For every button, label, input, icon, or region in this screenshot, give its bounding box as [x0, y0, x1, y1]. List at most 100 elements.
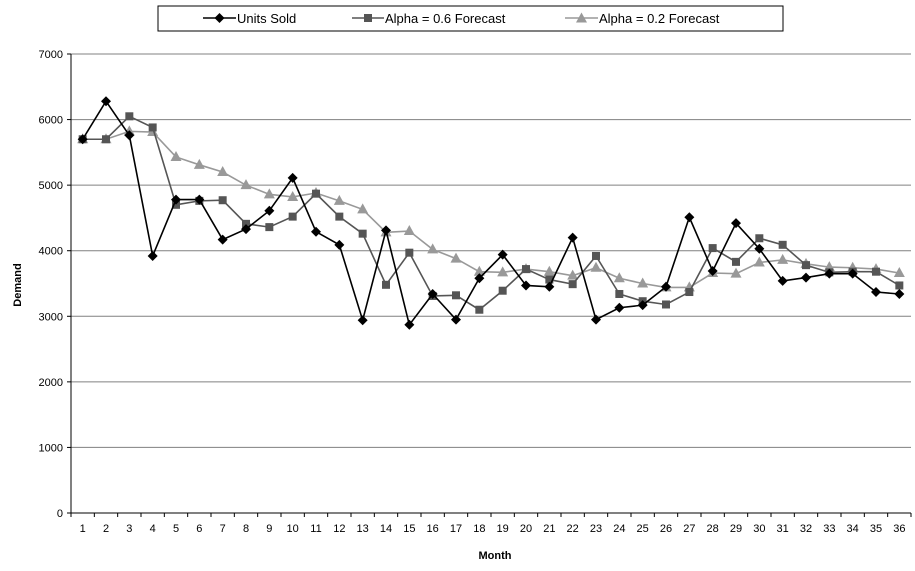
plot-frame [67, 53, 912, 517]
data-point-diamond [381, 225, 391, 236]
data-point-diamond [241, 224, 251, 235]
data-point-diamond [217, 234, 228, 245]
x-tick-label: 19 [497, 523, 509, 535]
x-tick-label: 30 [753, 523, 765, 535]
data-point-diamond [124, 130, 135, 141]
legend-label-units-sold: Units Sold [237, 11, 296, 26]
legend-marker-triangle [576, 12, 587, 23]
data-point-diamond [591, 314, 601, 325]
data-point-triangle [170, 150, 182, 161]
x-tick-label: 18 [473, 523, 485, 535]
x-tick-label: 35 [870, 523, 882, 535]
data-point-square [872, 267, 880, 276]
data-point-square [685, 288, 694, 297]
data-point-diamond [474, 273, 485, 284]
data-point-square [802, 261, 810, 270]
legend-entry-units-sold: Units Sold [203, 11, 296, 26]
data-point-triangle [427, 243, 439, 254]
data-point-square [568, 280, 577, 289]
data-point-diamond [451, 314, 461, 325]
data-point-diamond [637, 300, 648, 311]
legend: Units Sold Alpha = 0.6 Forecast Alpha = … [157, 5, 784, 32]
x-tick-labels: 1 2 3 4 5 6 7 8 9 10 11 12 13 14 15 16 17 18 19 20 21 22 23 24 2… [80, 523, 906, 535]
data-point-diamond [754, 243, 765, 254]
data-point-square [615, 289, 624, 298]
data-point-triangle [193, 158, 205, 169]
y-tick-label: 0 [57, 508, 63, 520]
data-point-triangle [403, 225, 415, 236]
data-point-diamond [567, 232, 578, 243]
legend-label-alpha-02: Alpha = 0.2 Forecast [599, 11, 720, 26]
series-line [82, 115, 900, 311]
data-point-diamond [77, 134, 88, 145]
gridlines [71, 53, 911, 448]
x-tick-label: 21 [543, 523, 555, 535]
data-point-triangle [730, 267, 742, 278]
data-point-triangle [637, 277, 649, 288]
data-point-triangle [777, 253, 789, 264]
data-point-diamond [264, 205, 275, 216]
y-tick-label: 2000 [39, 377, 63, 389]
data-point-diamond [847, 268, 858, 279]
data-point-square [662, 300, 670, 309]
x-tick-label: 17 [450, 523, 462, 535]
data-point-square [288, 212, 297, 221]
data-point-triangle [287, 190, 299, 201]
data-point-square [312, 189, 320, 198]
data-point-diamond [404, 319, 415, 330]
x-tick-label: 5 [173, 523, 179, 535]
legend-box [157, 5, 784, 32]
data-point-triangle [497, 266, 509, 277]
series-line [81, 99, 900, 327]
data-point-square [778, 240, 787, 249]
data-point-diamond [614, 302, 625, 313]
data-point-square [895, 281, 904, 290]
series-alpha-0-6-forecast [78, 112, 904, 314]
x-tick-label: 15 [403, 523, 415, 535]
x-tick-label: 32 [800, 523, 812, 535]
y-tick-label: 7000 [39, 49, 63, 61]
data-point-triangle [333, 194, 345, 205]
data-point-triangle [473, 265, 485, 276]
x-tick-label: 1 [80, 523, 86, 535]
x-tick-label: 4 [150, 523, 156, 535]
x-tick-label: 36 [893, 523, 905, 535]
data-point-square [242, 219, 250, 228]
x-tick-label: 34 [847, 523, 859, 535]
data-point-square [218, 196, 227, 205]
data-point-triangle [217, 166, 229, 177]
data-point-triangle [263, 188, 275, 199]
x-tick-label: 22 [567, 523, 579, 535]
x-tick-label: 7 [220, 523, 226, 535]
data-point-square [102, 135, 110, 144]
data-point-diamond [101, 96, 111, 107]
legend-entry-alpha-06: Alpha = 0.6 Forecast [352, 11, 506, 26]
x-axis-title: Month [479, 550, 512, 562]
data-point-square [475, 305, 484, 314]
data-point-square [708, 244, 717, 253]
x-tick-label: 29 [730, 523, 742, 535]
data-point-triangle [240, 179, 252, 190]
data-point-square [545, 275, 554, 284]
x-tick-label: 2 [103, 523, 109, 535]
x-tick-label: 27 [683, 523, 695, 535]
y-tick-label: 1000 [39, 442, 63, 454]
data-point-diamond [287, 172, 298, 183]
data-point-diamond [894, 288, 905, 299]
legend-marker-square [364, 14, 372, 22]
data-point-diamond [311, 226, 321, 237]
data-point-square [592, 251, 600, 260]
legend-label-alpha-06: Alpha = 0.6 Forecast [385, 11, 506, 26]
y-tick-label: 5000 [39, 180, 63, 192]
data-point-diamond [707, 266, 718, 277]
data-point-diamond [334, 239, 345, 250]
data-point-square [358, 229, 367, 238]
data-point-diamond [497, 249, 508, 260]
x-tick-label: 11 [310, 523, 321, 535]
y-axis-title: Demand [12, 263, 24, 306]
x-tick-label: 14 [380, 523, 392, 535]
data-point-triangle [893, 267, 905, 278]
x-tick-label: 20 [520, 523, 532, 535]
data-point-diamond [871, 287, 881, 298]
y-tick-label: 6000 [39, 115, 63, 127]
